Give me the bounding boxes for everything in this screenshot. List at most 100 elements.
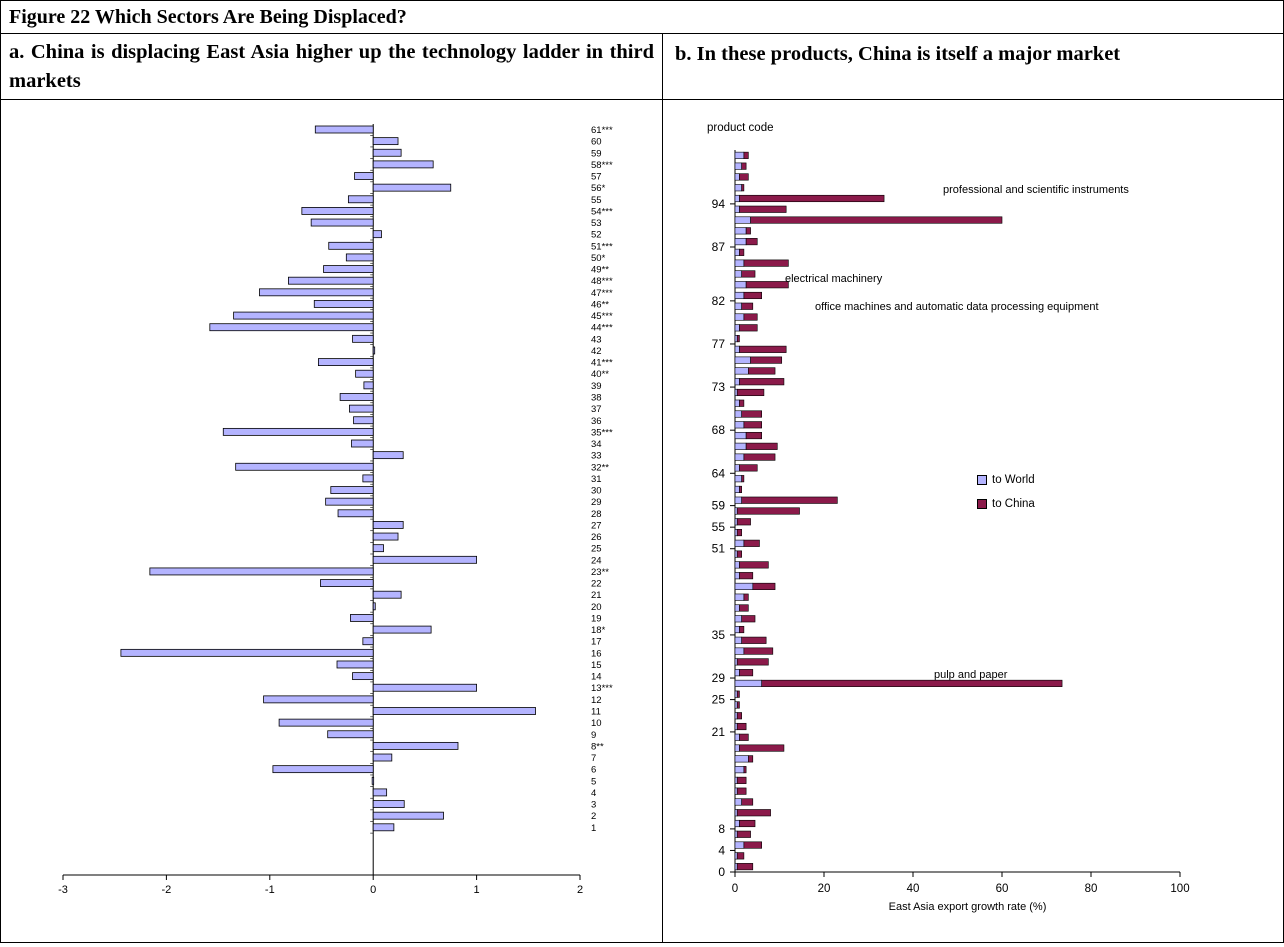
chart-b-bar-china	[739, 572, 754, 580]
chart-b-bar-china	[739, 733, 749, 741]
chart-b-bar-world	[734, 302, 742, 310]
chart-b-bar-world	[734, 421, 745, 429]
chart-b-bar-china	[736, 776, 747, 784]
chart-b-bar-china	[741, 302, 754, 310]
chart-a-bar	[353, 416, 374, 425]
chart-b-bar-world	[734, 582, 754, 590]
chart-a-bar	[288, 276, 374, 285]
chart-b-bar-world	[734, 572, 740, 580]
chart-b-bar-china	[739, 345, 787, 353]
chart-b-y-tick-label: 25	[712, 693, 726, 707]
chart-b-bar-china	[736, 809, 771, 817]
chart-a-bar	[301, 207, 374, 215]
chart-b-bar-china	[741, 615, 756, 623]
chart-b-bar-world	[734, 766, 745, 774]
chart-b-bar-world	[734, 809, 738, 817]
chart-a-category-label: 38	[591, 392, 602, 403]
chart-a-category-label: 25	[591, 544, 602, 555]
panel-b: product code East Asia export growth rate…	[662, 99, 1284, 943]
chart-b-bar-world	[734, 162, 742, 170]
chart-b-bar-china	[739, 173, 749, 181]
chart-b-bar-world	[734, 701, 738, 709]
chart-a-category-label: 31	[591, 474, 602, 485]
chart-a-bar	[222, 427, 374, 436]
chart-b-bar-world	[734, 539, 745, 547]
chart-a-category-label: 13***	[591, 683, 613, 694]
chart-b-bar-world	[734, 173, 740, 181]
chart-a-displacement: -3 -2 -1 0 1 212345678**910111213***141516171…	[58, 124, 613, 896]
chart-b-bar-china	[736, 658, 769, 666]
chart-b-bar-china	[739, 485, 742, 493]
chart-b-bar-world	[734, 432, 747, 440]
legend-item-world: to World	[977, 474, 1035, 486]
chart-b-y-tick-label: 64	[712, 466, 726, 480]
chart-b-bar-world	[734, 194, 740, 203]
chart-b-bar-world	[734, 281, 747, 289]
chart-b-y-tick-label: 82	[712, 294, 726, 308]
chart-a-bar	[120, 648, 374, 657]
chart-b-bar-china	[739, 669, 754, 677]
chart-b-bar-china	[736, 690, 740, 698]
chart-a-bar	[363, 381, 374, 390]
chart-a-category-label: 10	[591, 718, 602, 729]
chart-a-bar	[323, 265, 374, 273]
chart-a-category-label: 15	[591, 660, 602, 671]
chart-b-y-tick-label: 59	[712, 499, 726, 513]
chart-b-bar-china	[741, 475, 745, 483]
chart-b-bar-world	[734, 712, 738, 720]
chart-a-bar	[352, 672, 374, 681]
chart-a-bar	[372, 230, 382, 239]
chart-a-bar	[235, 462, 374, 471]
chart-a-bar	[263, 695, 374, 704]
chart-b-bar-world	[734, 604, 740, 612]
chart-a-bar	[372, 707, 536, 715]
chart-b-bar-world	[734, 259, 745, 267]
chart-b-y-tick-label: 0	[718, 865, 725, 879]
chart-a-category-label: 55	[591, 195, 602, 206]
chart-b-bar-china	[741, 162, 747, 170]
chart-a-category-label: 32**	[591, 462, 609, 473]
chart-a-category-label: 60	[591, 137, 602, 148]
chart-b-bar-china	[736, 863, 754, 871]
chart-b-bar-china	[743, 291, 763, 300]
chart-b-bar-china	[741, 410, 763, 418]
chart-b-bar-world	[734, 593, 745, 601]
chart-a-category-label: 39	[591, 381, 602, 392]
chart-a-bar	[372, 451, 404, 460]
chart-a-category-label: 30	[591, 486, 602, 497]
chart-a-bar	[337, 509, 374, 518]
chart-a-bar	[349, 404, 374, 413]
chart-a-category-label: 7	[591, 753, 596, 764]
chart-b-export-growth: product code East Asia export growth rate…	[707, 122, 1190, 913]
chart-a-category-label: 14	[591, 672, 602, 683]
chart-a-bar	[339, 393, 374, 401]
chart-b-bar-china	[739, 399, 745, 407]
chart-a-category-label: 40**	[591, 369, 609, 380]
chart-b-bar-china	[736, 507, 800, 515]
legend-swatch-world	[977, 474, 987, 485]
chart-b-bar-world	[734, 270, 742, 278]
chart-a-category-label: 42	[591, 346, 602, 357]
chart-b-bar-world	[734, 744, 740, 752]
chart-a-bar	[347, 195, 374, 204]
panel-a: -3 -2 -1 0 1 2 1 2 3 4 5 6 7 8** 9 10 11 12 13*** 14 15 16 17 1…	[0, 99, 663, 943]
chart-b-bar-world	[734, 345, 740, 353]
legend-label-china: to China	[992, 498, 1035, 510]
chart-b-bar-china	[739, 744, 785, 752]
chart-b-bar-world	[734, 291, 745, 300]
chart-a-category-label: 35***	[591, 427, 613, 438]
chart-a-bar	[328, 241, 374, 250]
chart-b-bar-world	[734, 367, 749, 375]
chart-a-category-label: 18*	[591, 625, 606, 636]
chart-b-bar-china	[741, 496, 838, 504]
chart-b-bar-china	[736, 335, 740, 343]
chart-a-bar	[272, 765, 374, 774]
chart-b-bar-china	[750, 216, 1003, 224]
chart-a-category-label: 11	[591, 707, 601, 718]
chart-b-y-tick-label: 21	[712, 725, 726, 739]
chart-a-bar	[372, 625, 432, 634]
chart-a-category-label: 2	[591, 811, 596, 822]
chart-b-bar-china	[739, 604, 749, 612]
chart-b-y-tick-label: 4	[718, 843, 725, 857]
